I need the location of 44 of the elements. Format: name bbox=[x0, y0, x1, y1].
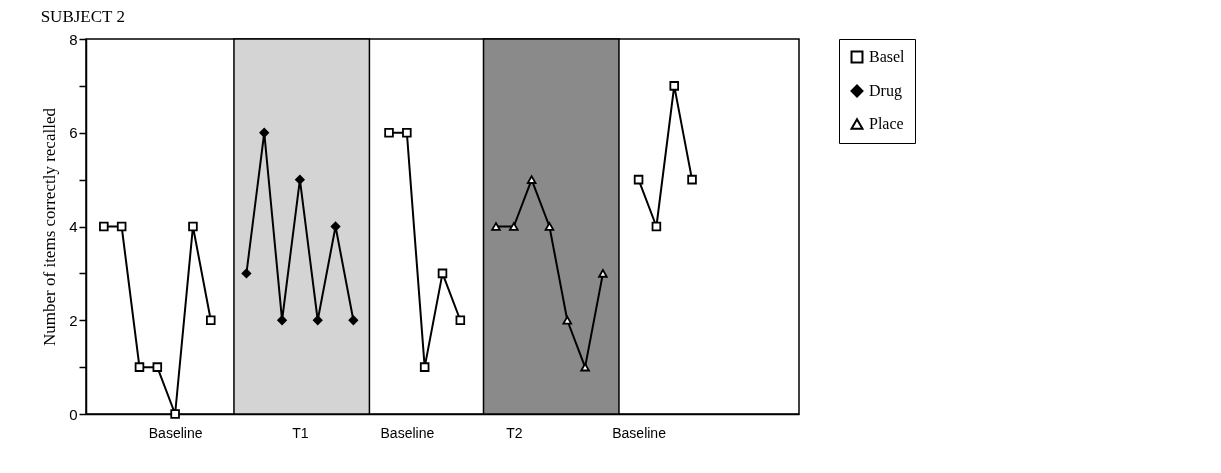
point bbox=[633, 174, 644, 185]
y-tick-label: 4 bbox=[69, 218, 78, 235]
point bbox=[116, 221, 127, 232]
x-tick-label: Baseline bbox=[380, 424, 435, 441]
point bbox=[544, 222, 555, 231]
point bbox=[152, 362, 163, 372]
point bbox=[134, 362, 145, 372]
point bbox=[206, 315, 216, 326]
point bbox=[295, 174, 305, 185]
point bbox=[580, 362, 590, 372]
y-tick-label: 8 bbox=[69, 30, 78, 48]
point bbox=[437, 268, 448, 279]
point bbox=[384, 127, 394, 138]
point bbox=[526, 175, 537, 184]
x-tick-label: Baseline bbox=[148, 424, 203, 441]
point bbox=[99, 221, 109, 232]
y-axis-title: Number of items correctly recalled bbox=[40, 107, 60, 346]
point bbox=[455, 315, 466, 326]
point bbox=[509, 222, 519, 231]
point bbox=[669, 81, 679, 91]
point bbox=[170, 409, 180, 419]
y-tick-label: 6 bbox=[69, 124, 78, 142]
point bbox=[312, 315, 323, 326]
point bbox=[562, 316, 573, 325]
x-tick-label: T1 bbox=[292, 424, 309, 441]
y-tick-label: 0 bbox=[69, 405, 78, 423]
x-tick-label: Baseline bbox=[612, 424, 667, 441]
point bbox=[651, 221, 662, 232]
point bbox=[188, 221, 198, 232]
legend-label: Place bbox=[869, 115, 904, 132]
point bbox=[241, 268, 252, 279]
point bbox=[491, 222, 501, 231]
chart-title: SUBJECT 2 bbox=[40, 7, 125, 26]
legend-label: Basel bbox=[869, 48, 906, 65]
legend-label: Drug bbox=[869, 82, 902, 100]
y-tick-label: 2 bbox=[69, 311, 78, 329]
point bbox=[259, 127, 270, 138]
point bbox=[687, 174, 697, 185]
point bbox=[348, 315, 359, 326]
point bbox=[598, 269, 608, 278]
point bbox=[419, 362, 430, 372]
point bbox=[402, 127, 412, 138]
point bbox=[277, 315, 287, 326]
x-tick-label: T2 bbox=[506, 424, 523, 441]
